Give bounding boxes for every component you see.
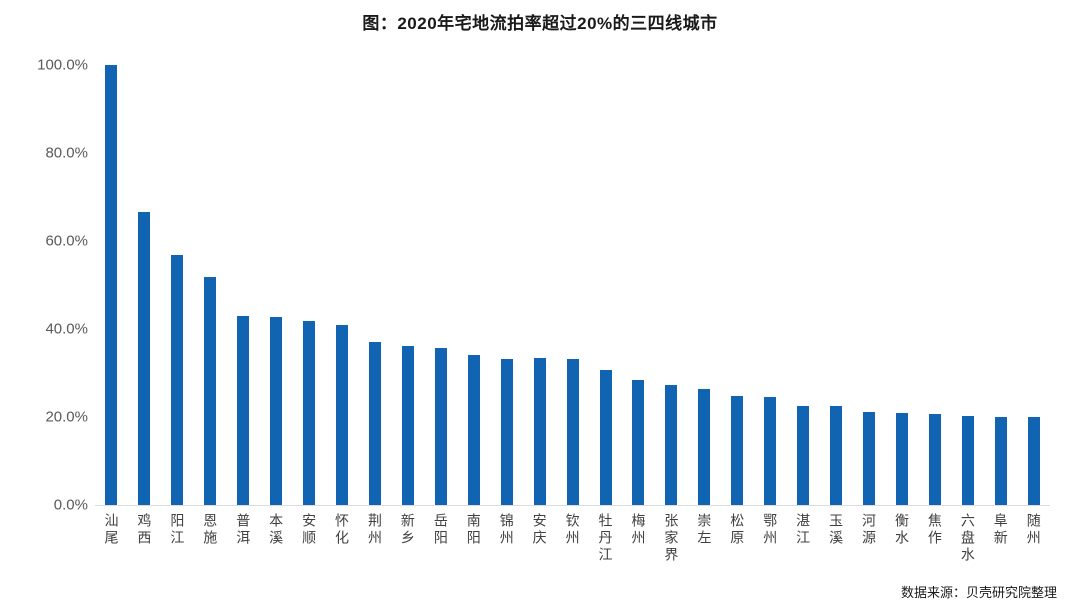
y-tick-label: 80.0% [45,144,88,162]
bar [500,358,513,505]
bar [303,320,316,505]
x-axis-label: 鄂州 [762,513,779,547]
bar [731,395,744,505]
bar-column: 玉溪 [820,65,853,547]
bar [270,316,283,505]
bar-column: 普洱 [227,65,260,547]
bar-column: 钦州 [556,65,589,547]
x-axis-label: 玉溪 [828,513,845,547]
bar-column: 张家界 [655,65,688,564]
bar [171,255,184,505]
bar [566,359,579,505]
x-axis-label: 六盘水 [959,513,976,564]
bar-column: 锦州 [490,65,523,547]
x-axis-label: 阳江 [169,513,186,547]
y-tick-label: 100.0% [37,56,88,74]
bar [467,354,480,505]
bar [204,276,217,505]
x-axis-label: 阜新 [992,513,1009,547]
bar [830,405,843,505]
x-axis-label: 普洱 [235,513,252,547]
bar [533,358,546,505]
y-tick-label: 60.0% [45,232,88,250]
bar [368,341,381,505]
bar [764,396,777,505]
bar [599,369,612,505]
x-axis-label: 岳阳 [432,513,449,547]
x-axis-label: 汕尾 [103,513,120,547]
bar-column: 崇左 [688,65,721,547]
bars-area: 汕尾 鸡西 阳江 恩施 普洱 本溪 安顺 怀化 荆州 新乡 岳阳 南阳 锦州 安庆 钦州 牡丹江 梅州 张家界 崇左… [95,65,1050,564]
x-axis-label: 衡水 [893,513,910,547]
x-axis-label: 湛江 [795,513,812,547]
bar-column: 阜新 [984,65,1017,547]
bar [336,324,349,505]
x-axis-label: 南阳 [465,513,482,547]
bar [863,411,876,505]
x-axis-label: 恩施 [202,513,219,547]
chart-title: 图：2020年宅地流拍率超过20%的三四线城市 [362,14,718,33]
plot-area: 汕尾 鸡西 阳江 恩施 普洱 本溪 安顺 怀化 荆州 新乡 岳阳 南阳 锦州 安庆 钦州 牡丹江 梅州 张家界 崇左… [95,65,1050,564]
y-tick-label: 20.0% [45,408,88,426]
x-axis-label: 梅州 [630,513,647,547]
x-axis-label: 新乡 [399,513,416,547]
y-tick-label: 40.0% [45,320,88,338]
bar-column: 本溪 [260,65,293,547]
source-note: 数据来源：贝壳研究院整理 [900,585,1057,600]
x-axis-label: 松原 [729,513,746,547]
x-axis-label: 河源 [861,513,878,547]
x-axis-label: 怀化 [334,513,351,547]
x-axis-label: 钦州 [564,513,581,547]
x-axis-label: 牡丹江 [597,513,614,564]
bar [434,347,447,505]
x-axis-label: 安顺 [301,513,318,547]
bar-column: 安顺 [293,65,326,547]
bar-column: 六盘水 [951,65,984,564]
bar [928,414,941,505]
bar [237,315,250,505]
bar-column: 安庆 [523,65,556,547]
bar-column: 衡水 [886,65,919,547]
bar-column: 随州 [1017,65,1050,547]
bar-column: 岳阳 [424,65,457,547]
bar-column: 南阳 [457,65,490,547]
x-axis-label: 鸡西 [136,513,153,547]
bar-column: 阳江 [161,65,194,547]
bar [698,388,711,505]
bar [665,384,678,505]
bar-column: 梅州 [622,65,655,547]
bar-column: 牡丹江 [589,65,622,564]
bar [797,405,810,505]
y-axis: 100.0% 80.0% 60.0% 40.0% 20.0% 0.0% [22,57,88,514]
bar-column: 怀化 [326,65,359,547]
x-axis-label: 锦州 [498,513,515,547]
bar [105,65,118,505]
bar-column: 恩施 [194,65,227,547]
bar-column: 鸡西 [128,65,161,547]
bar [994,417,1007,505]
x-axis-label: 本溪 [268,513,285,547]
x-axis-label: 崇左 [696,513,713,547]
bar-column: 汕尾 [95,65,128,547]
bar-column: 焦作 [918,65,951,547]
x-axis-label: 焦作 [926,513,943,547]
bar [1027,417,1040,505]
bar [401,345,414,505]
bar-column: 湛江 [787,65,820,547]
bar [895,413,908,505]
bar [632,380,645,505]
x-axis-label: 随州 [1025,513,1042,547]
bar-column: 鄂州 [754,65,787,547]
x-axis-label: 安庆 [531,513,548,547]
bar-column: 新乡 [391,65,424,547]
bar-column: 河源 [853,65,886,547]
x-axis-label: 荆州 [366,513,383,547]
x-axis-label: 张家界 [663,513,680,564]
bar-column: 松原 [721,65,754,547]
bar [961,415,974,505]
bar-column: 荆州 [359,65,392,547]
y-tick-label: 0.0% [53,496,88,514]
bar [138,211,151,505]
